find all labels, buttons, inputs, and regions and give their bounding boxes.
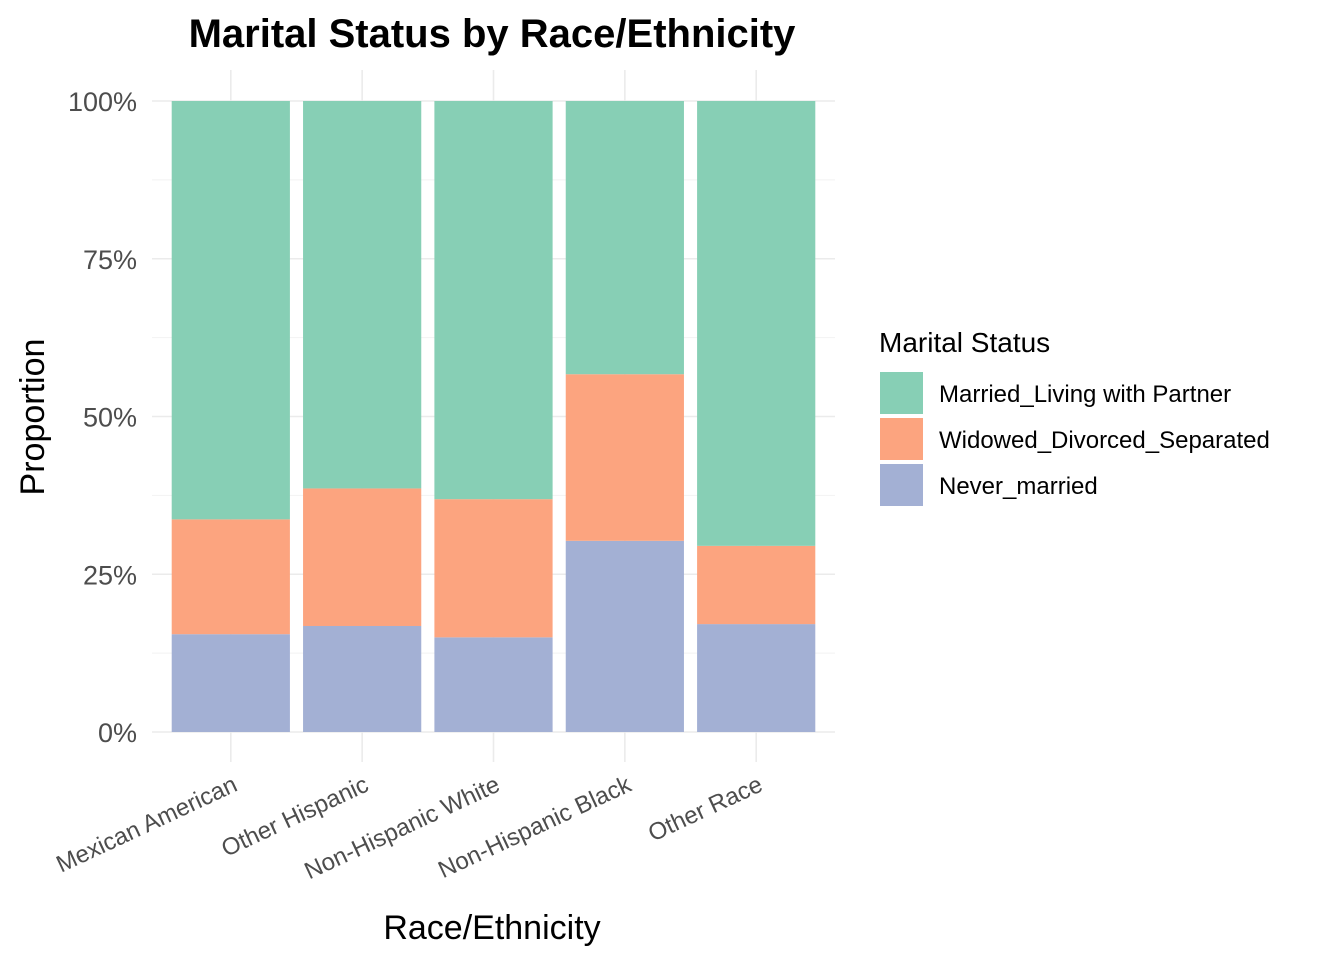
bar-segment [171,519,290,635]
bar-segment [697,101,816,546]
y-axis-title: Proportion [14,339,52,496]
bars [171,101,816,732]
bar-segment [303,101,422,489]
bar-segment [434,101,553,500]
bar-segment [171,101,290,520]
x-axis-title: Race/Ethnicity [383,909,600,947]
bar-segment [565,374,684,541]
y-axis-ticks: 0% 25% 50% 75% 100% [68,87,137,748]
y-tick-label: 0% [98,718,137,748]
bar-segment [434,637,553,732]
y-tick-label: 75% [83,245,137,275]
legend-label: Never_married [939,473,1098,500]
legend-label: Married_Living with Partner [939,381,1231,408]
x-tick-label: Other Race [644,771,767,847]
legend-swatch [880,418,923,460]
bar-segment [171,634,290,732]
bar-segment [303,488,422,626]
x-tick-label: Mexican American [52,771,241,878]
legend-swatch [880,372,923,414]
bar-segment [565,540,684,732]
bar-segment [434,499,553,638]
bar-segment [697,545,816,625]
bar-segment [697,624,816,732]
y-tick-label: 100% [68,87,137,117]
legend-swatch [880,464,923,506]
chart-title: Marital Status by Race/Ethnicity [189,12,797,56]
y-tick-label: 25% [83,560,137,590]
bar-segment [565,101,684,375]
bar-segment [303,625,422,732]
y-tick-label: 50% [83,403,137,433]
legend-title: Marital Status [879,327,1050,358]
legend-label: Widowed_Divorced_Separated [939,427,1270,454]
legend: Marital Status Married_Living with Partn… [879,327,1270,506]
